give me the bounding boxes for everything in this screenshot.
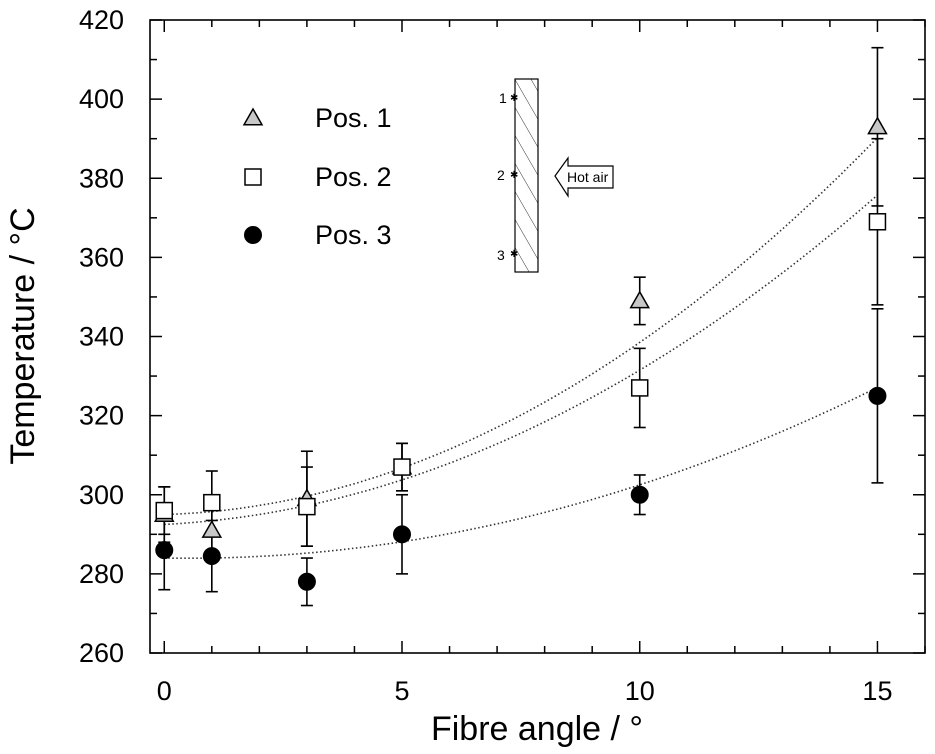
marker-dot-3: ✱	[510, 249, 518, 260]
y-axis-title: Temperature / °C	[4, 207, 42, 464]
data-point-pos2	[868, 213, 887, 231]
inset-label-1: 1	[499, 90, 507, 106]
data-point-pos1	[201, 519, 223, 538]
data-point-pos3	[868, 386, 887, 405]
data-point-pos3	[155, 541, 174, 560]
data-markers	[153, 116, 888, 591]
axis-ticks	[150, 19, 926, 654]
legend-markers	[242, 107, 264, 244]
y-tick-label: 380	[79, 163, 124, 193]
data-point-pos3	[202, 547, 221, 566]
y-tick-label: 280	[79, 559, 124, 589]
y-tick-label: 360	[79, 242, 124, 272]
legend-label-pos1: Pos. 1	[315, 103, 392, 133]
data-point-pos2	[203, 493, 221, 512]
data-point-pos3	[297, 572, 316, 591]
data-point-pos3	[630, 485, 649, 504]
axis-tick-labels: 0 5 10 15 260 280 300 320 340 360 380 400 420	[79, 5, 893, 706]
x-tick-label: 5	[394, 676, 409, 706]
x-tick-label: 10	[625, 676, 655, 706]
inset-position-markers: ✱ ✱ ✱	[510, 93, 518, 260]
inset-diagram: ✱ ✱ ✱ 1 2 3 Hot air	[497, 78, 614, 273]
x-tick-label: 15	[862, 676, 892, 706]
legend-label-pos3: Pos. 3	[315, 220, 392, 250]
data-point-pos1	[629, 290, 651, 309]
data-point-pos2	[630, 379, 649, 397]
inset-label-3: 3	[497, 247, 505, 263]
marker-dot-2: ✱	[510, 170, 518, 181]
inset-plate	[514, 78, 539, 273]
data-point-pos2	[155, 501, 174, 520]
legend-marker-pos2	[244, 168, 262, 186]
fit-curve-3	[164, 386, 878, 559]
y-tick-label: 340	[79, 322, 124, 352]
x-axis-title: Fibre angle / °	[431, 710, 643, 748]
legend-label-pos2: Pos. 2	[315, 162, 392, 192]
hot-air-label: Hot air	[567, 169, 609, 185]
legend-marker-pos1	[242, 107, 264, 126]
x-tick-label: 0	[157, 676, 172, 706]
y-tick-label: 400	[79, 84, 124, 114]
data-point-pos3	[392, 525, 411, 544]
y-tick-label: 300	[79, 480, 124, 510]
hot-air-arrow	[554, 156, 614, 199]
data-point-pos1	[867, 116, 888, 135]
y-tick-label: 260	[79, 638, 124, 668]
data-point-pos2	[298, 497, 316, 516]
marker-dot-1: ✱	[510, 93, 518, 104]
legend-marker-pos3	[244, 226, 262, 244]
y-tick-label: 420	[79, 5, 124, 35]
inset-label-2: 2	[497, 167, 505, 183]
data-point-pos2	[393, 458, 411, 476]
y-tick-label: 320	[79, 401, 124, 431]
legend: Pos. 1 Pos. 2 Pos. 3	[242, 103, 392, 250]
